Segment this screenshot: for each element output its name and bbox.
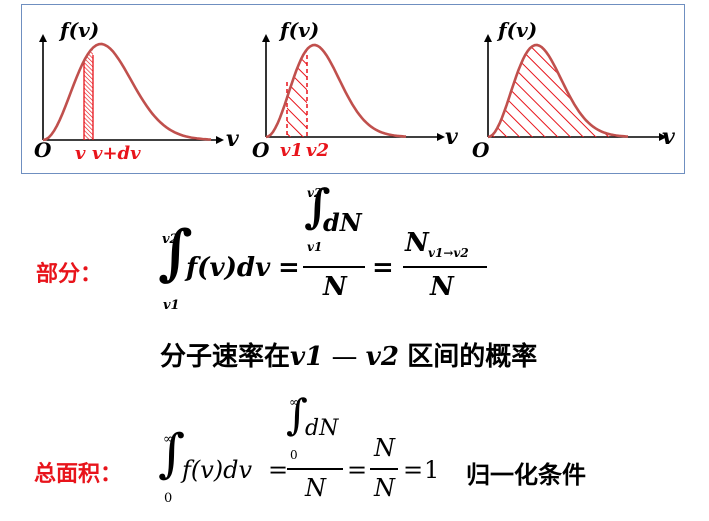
partial-integral-sign: ∫ (158, 218, 193, 288)
panel-2-fv-label: f(v) (280, 18, 320, 42)
distribution-graphs (39, 34, 667, 144)
frac1-numerator: dN (323, 208, 362, 237)
panel-2-curve (265, 43, 407, 139)
panel-3-curve (487, 43, 629, 139)
frac1-lower-limit: v1 (307, 240, 323, 254)
partial-upper-limit: v2 (162, 232, 179, 247)
total-frac1-upper-limit: ∞ (289, 395, 299, 409)
total-frac1-lower-limit: 0 (290, 448, 298, 462)
panel-2 (262, 34, 445, 141)
frac1-integral-sign: ∫ (304, 179, 331, 233)
total-one: 1 (424, 456, 440, 484)
total-equals-2: = (347, 456, 368, 484)
panel-1-v-label: v (226, 126, 239, 152)
frac1-bar (303, 266, 365, 268)
frac2-numerator: N (405, 228, 429, 258)
total-frac1-bar (287, 468, 343, 470)
partial-lower-limit: v1 (163, 298, 180, 313)
frac2-numerator-subscript: v1→v2 (428, 246, 469, 260)
panel-1-strip (84, 44, 93, 140)
total-upper-limit: ∞ (163, 432, 174, 447)
partial-integrand: f(v)dv (186, 253, 271, 283)
panel-2-origin: O (252, 138, 270, 162)
distribution-panels-frame (21, 4, 685, 174)
total-lower-limit: 0 (164, 491, 173, 506)
caption-dash: — (331, 342, 358, 372)
total-frac1-numerator: dN (305, 416, 339, 441)
panel-1 (39, 34, 224, 144)
normalization-note: 归一化条件 (466, 461, 586, 489)
total-frac2-denominator: N (374, 474, 395, 502)
panel-2-mark-v1: v1 (280, 140, 303, 161)
total-integrand: f(v)dv (182, 456, 253, 484)
caption-post: 区间的概率 (407, 342, 538, 372)
partial-equals-1: = (278, 253, 300, 283)
partial-caption: 分子速率在v1 — v2 区间的概率 (160, 336, 537, 373)
panel-3-origin: O (472, 138, 490, 162)
panel-2-v-label: v (445, 124, 458, 150)
total-equals-1: = (268, 456, 289, 484)
panel-3-fv-label: f(v) (498, 18, 538, 42)
partial-equals-2: = (372, 253, 394, 283)
frac2-bar (403, 266, 487, 268)
panel-3-v-label: v (662, 124, 675, 150)
partial-label: 部分： (36, 262, 103, 287)
caption-v2: v2 (365, 342, 399, 372)
panel-1-mark-v: v (75, 143, 86, 164)
total-equals-3: = (403, 456, 424, 484)
total-frac2-numerator: N (374, 434, 395, 462)
panel-1-origin: O (34, 138, 52, 162)
panel-1-curve (42, 42, 212, 142)
caption-pre: 分子速率在 (160, 342, 291, 372)
total-frac2-bar (370, 468, 398, 470)
panel-2-mark-v2: v2 (306, 140, 329, 161)
panel-3 (484, 34, 667, 141)
total-integral-sign: ∫ (158, 424, 186, 484)
frac1-denominator: N (323, 272, 347, 302)
panel-1-fv-label: f(v) (60, 18, 100, 42)
total-frac1-denominator: N (305, 474, 326, 502)
panel-1-mark-v-plus-dv: v+dv (92, 143, 141, 164)
frac2-denominator: N (430, 272, 454, 302)
caption-v1: v1 (290, 342, 324, 372)
frac1-upper-limit: v2 (307, 186, 323, 200)
total-frac1-integral-sign: ∫ (286, 390, 308, 439)
total-label: 总面积： (34, 462, 123, 487)
